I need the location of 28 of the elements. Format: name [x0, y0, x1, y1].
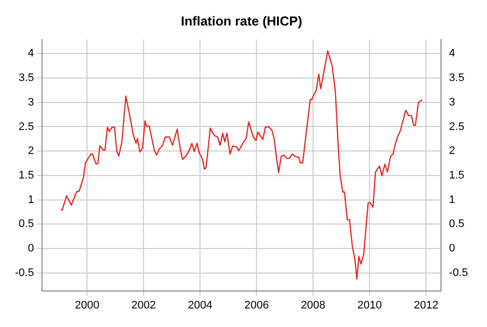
y-tick-label: 3	[28, 96, 34, 108]
y-tick-label: 1	[28, 194, 34, 206]
x-tick-label: 2002	[131, 299, 156, 312]
y2-tick-label: 1	[449, 194, 456, 206]
y2-tick-label: 4	[449, 48, 456, 60]
y-tick-label: 3.5	[18, 72, 34, 84]
y2-tick-label: 3	[449, 96, 456, 108]
y2-tick-label: 2	[449, 145, 456, 158]
x-tick-label: 2008	[300, 299, 326, 312]
x-tick-label: 2012	[414, 299, 438, 312]
y2-tick-label: 0	[449, 242, 456, 254]
y-tick-label: 2	[28, 145, 34, 158]
y-tick-label: 4	[28, 48, 34, 60]
y2-tick-label: -0.5	[449, 266, 468, 279]
x-tick-label: 2004	[188, 299, 212, 312]
y-tick-label: 0.5	[18, 218, 34, 230]
y2-tick-label: 3.5	[449, 72, 464, 84]
y-tick-label: 2.5	[18, 120, 34, 133]
chart-title: Inflation rate (HICP)	[180, 13, 302, 28]
y2-tick-label: 2.5	[449, 120, 464, 133]
y2-tick-label: 1.5	[449, 169, 464, 182]
x-tick-label: 2000	[74, 299, 100, 312]
x-tick-label: 2006	[244, 299, 269, 312]
y-tick-label: -0.5	[14, 266, 34, 279]
y2-tick-label: 0.5	[449, 218, 464, 230]
y-tick-label: 0	[28, 242, 34, 254]
y-tick-label: 1.5	[18, 169, 34, 182]
x-tick-label: 2010	[357, 299, 382, 312]
